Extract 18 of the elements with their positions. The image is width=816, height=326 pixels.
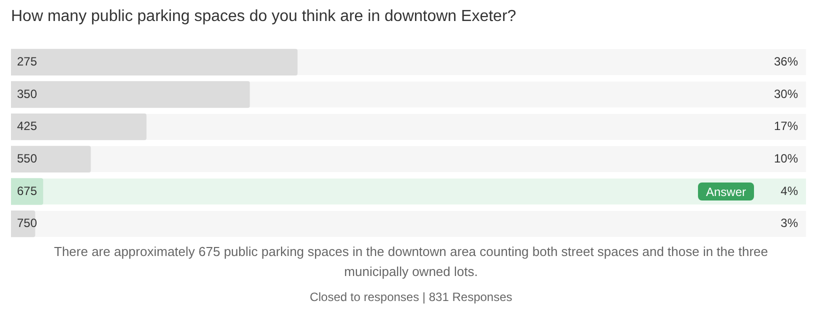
y-tick-label: 550 xyxy=(17,151,38,166)
chart-title: How many public parking spaces do you think are in downtown Exeter? xyxy=(11,8,518,26)
bar xyxy=(11,146,91,172)
y-tick-label: 750 xyxy=(17,216,38,230)
data-label: 17% xyxy=(774,119,798,134)
text: Closed to responses | 831 Responses xyxy=(308,290,514,304)
data-label: 10% xyxy=(774,151,798,166)
annotation: Answer xyxy=(706,184,746,199)
data-label: 36% xyxy=(774,54,798,68)
y-tick-label: 275 xyxy=(17,54,38,68)
y-tick-label: 350 xyxy=(17,86,38,101)
text: There are approximately 675 public parking spaces in the downtown area counting both street spaces and those in the three municipally owned lots. xyxy=(53,243,769,281)
data-label: 30% xyxy=(774,86,798,101)
data-label: 3% xyxy=(780,216,798,230)
y-tick-label: 675 xyxy=(17,184,38,198)
y-tick-label: 425 xyxy=(17,119,38,134)
bar xyxy=(11,114,146,140)
data-label: 4% xyxy=(780,184,798,198)
